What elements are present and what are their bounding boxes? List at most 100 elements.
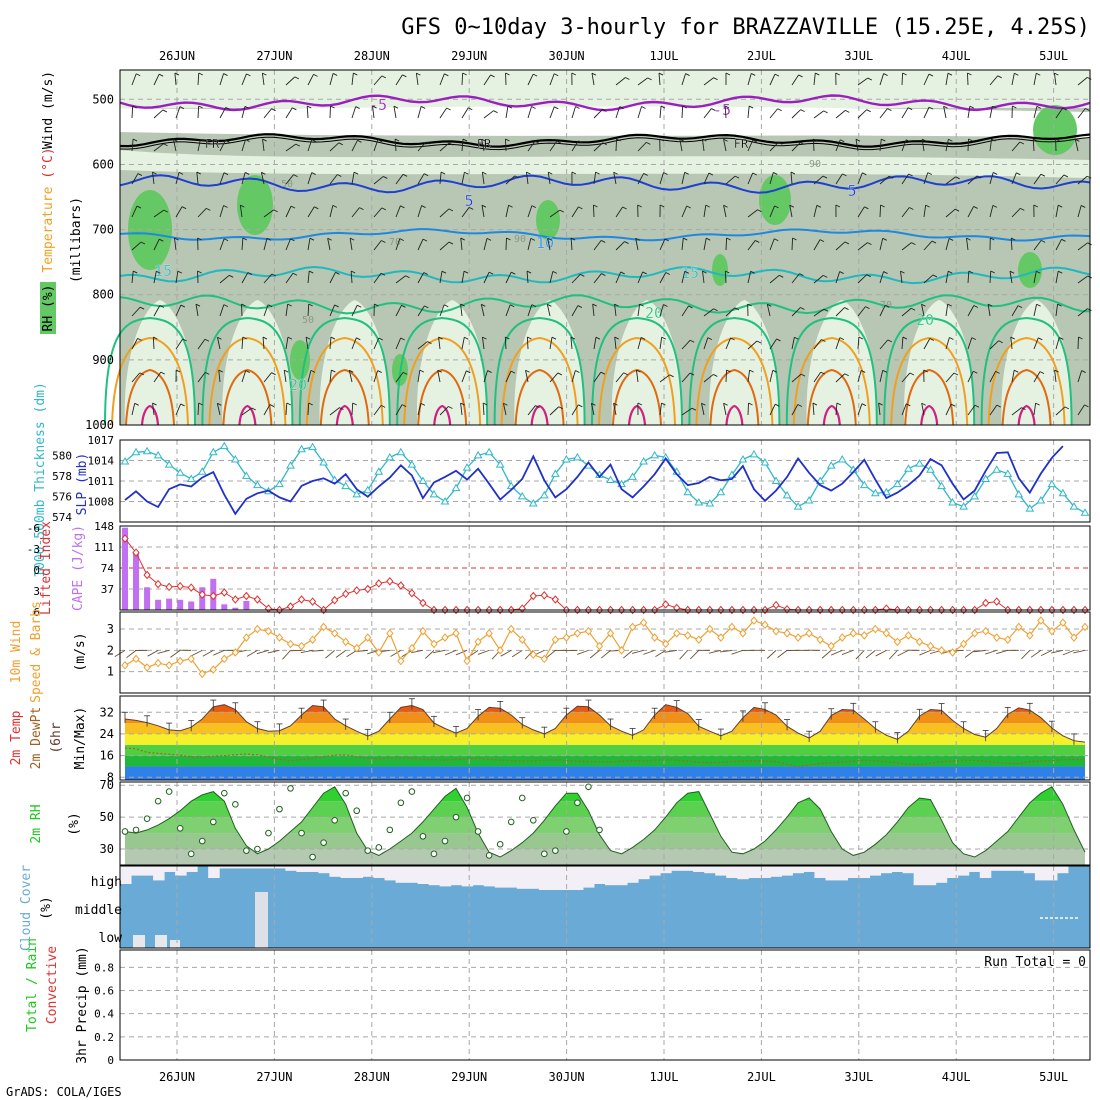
wind-axis-label: Wind (m/s) xyxy=(41,71,56,149)
wind-barb xyxy=(725,369,727,383)
wind-barb xyxy=(505,175,516,185)
slp-tick-label: 1008 xyxy=(88,496,115,509)
isotherm-30-lobe xyxy=(319,368,370,426)
wind-barb xyxy=(967,270,970,284)
wind-barb xyxy=(756,340,762,344)
wind-barb xyxy=(140,241,146,245)
wind-barb xyxy=(1038,337,1043,341)
wind-barb xyxy=(152,403,155,416)
wind-barb xyxy=(614,303,619,307)
thickness-marker xyxy=(219,441,229,450)
cloud-high-gap xyxy=(726,866,738,878)
thickness-marker xyxy=(253,480,262,489)
wind-barb xyxy=(441,270,447,274)
wind-barb xyxy=(769,238,775,251)
wind-barb xyxy=(990,237,995,241)
wind-barb xyxy=(882,369,887,373)
wind-barb xyxy=(532,73,538,77)
wind10m-axis-label: Speed & Barbs xyxy=(29,601,44,703)
wind-barb xyxy=(1077,205,1082,218)
wind-barb xyxy=(244,172,250,175)
wind-barb xyxy=(306,105,309,119)
cape-bar xyxy=(232,607,239,610)
wind-barb xyxy=(464,336,469,340)
wind-barb-10m xyxy=(577,649,589,655)
wind-barb xyxy=(766,304,771,317)
wind-barb xyxy=(349,237,355,241)
contour-label: -5 xyxy=(713,101,731,119)
wind-barb xyxy=(460,237,465,241)
wind-barb xyxy=(973,305,979,308)
wind-barb xyxy=(921,138,927,142)
wind-barb xyxy=(1011,172,1017,185)
wind-barb xyxy=(1057,204,1063,208)
wind-barb xyxy=(923,205,927,218)
wind-barb xyxy=(752,172,757,176)
cloud-high-gap xyxy=(616,866,628,886)
cloud-high-gap xyxy=(439,866,452,887)
wind-barb xyxy=(748,105,754,109)
thickness-marker xyxy=(308,442,317,451)
temp-tick-label: 16 xyxy=(100,749,114,763)
wind-speed-marker xyxy=(838,633,846,642)
wind-barb xyxy=(635,238,639,251)
wind-barb xyxy=(558,406,563,410)
wind-barb xyxy=(637,106,642,119)
wind-barb xyxy=(353,72,358,76)
wind-barb xyxy=(702,138,707,142)
isotherm-35-lobe xyxy=(822,404,841,426)
wind-barb xyxy=(461,72,464,86)
wind-barb xyxy=(967,404,976,416)
wind-barb xyxy=(269,404,275,407)
wind-barb xyxy=(482,336,487,340)
wind-barb xyxy=(351,73,354,86)
wind-barb xyxy=(1055,304,1058,317)
wind-speed-marker xyxy=(849,629,857,638)
thickness-line xyxy=(124,445,1086,514)
wind-barb xyxy=(774,73,780,77)
wind-barb xyxy=(229,274,234,278)
wind-barb xyxy=(417,106,422,119)
wind-barb xyxy=(923,73,930,86)
wind-barb xyxy=(591,402,596,406)
wind-barb xyxy=(860,370,866,373)
wind-barb xyxy=(1084,404,1089,408)
precip-frame xyxy=(119,949,1091,1061)
wind-barb xyxy=(461,271,465,284)
isotherm-35-lobe xyxy=(140,404,160,426)
wind-barb xyxy=(681,105,684,119)
wind-barb xyxy=(182,338,187,342)
lifted-index-marker xyxy=(529,591,537,601)
wind-barb xyxy=(505,205,509,218)
wind-speed-marker xyxy=(584,626,593,636)
wind-barb xyxy=(163,143,168,147)
wind-barb xyxy=(723,139,727,152)
thickness-marker xyxy=(1036,495,1046,504)
isotherm-20-lobe xyxy=(883,316,976,426)
rh2m-tick-label: 70 xyxy=(100,778,114,792)
wind-barb xyxy=(681,172,686,185)
wind-barb xyxy=(1087,308,1092,312)
wind-barb xyxy=(777,108,782,112)
wind-speed-marker xyxy=(275,633,284,642)
wind-barb xyxy=(1020,207,1025,211)
cloud-high-gap xyxy=(241,866,253,869)
wind-barb xyxy=(1011,305,1019,317)
wind-barb xyxy=(510,370,516,374)
thickness-marker xyxy=(705,499,715,507)
wind-barb xyxy=(131,372,141,383)
wind-barb xyxy=(637,77,648,86)
wind-barb xyxy=(1055,406,1066,416)
rh2m-marker xyxy=(132,826,140,834)
rh-contour-label: 70 xyxy=(389,237,401,248)
wind-barb xyxy=(511,271,516,275)
wind-barb xyxy=(153,209,165,218)
wind-barb-10m xyxy=(256,649,269,655)
wind-barb xyxy=(239,205,243,218)
wind-barb xyxy=(1011,141,1021,152)
isotherm-25-lobe xyxy=(403,336,482,426)
wind-barb xyxy=(987,303,993,307)
wind-barb xyxy=(527,140,536,152)
wind-barb xyxy=(373,207,383,218)
rh2m-marker xyxy=(563,828,570,835)
